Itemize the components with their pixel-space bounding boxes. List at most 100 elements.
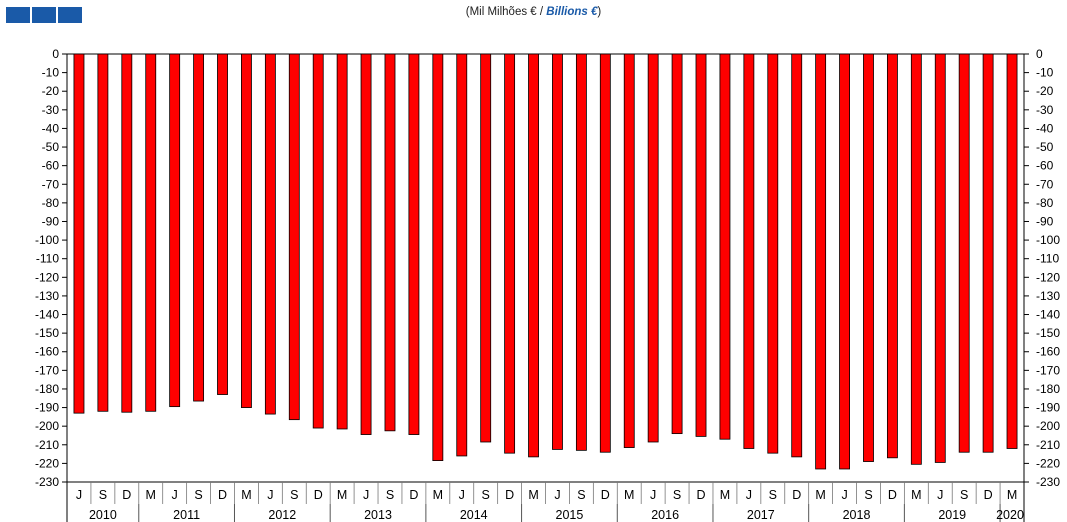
x-year-label: 2013 <box>364 508 392 522</box>
chart-title-close: ) <box>597 6 602 18</box>
x-year-label: 2016 <box>651 508 679 522</box>
x-year-label: 2019 <box>938 508 966 522</box>
x-tick-label: J <box>363 488 369 502</box>
x-tick-label: J <box>650 488 656 502</box>
bar <box>958 53 970 453</box>
x-tick-label: S <box>577 488 585 502</box>
logo-square-3 <box>58 7 82 23</box>
bar <box>264 53 276 415</box>
x-tick-label: J <box>267 488 273 502</box>
bar <box>360 53 372 435</box>
y-tick-label-left: -230 <box>35 475 59 489</box>
x-year-label: 2017 <box>747 508 775 522</box>
x-tick-label: M <box>911 488 921 502</box>
y-tick-label-left: -50 <box>42 140 60 154</box>
x-tick-label: J <box>76 488 82 502</box>
bar <box>815 53 827 470</box>
y-tick-label-right: -170 <box>1036 363 1060 377</box>
x-tick-label: D <box>792 488 801 502</box>
y-tick-label-right: -110 <box>1036 252 1059 266</box>
y-tick-label-right: -150 <box>1036 326 1060 340</box>
bar <box>193 53 205 402</box>
x-tick-label: S <box>290 488 298 502</box>
y-tick-label-left: -60 <box>42 159 60 173</box>
bar <box>408 53 420 435</box>
x-tick-label: S <box>386 488 394 502</box>
x-tick-label: D <box>601 488 610 502</box>
y-tick-label-left: -20 <box>42 84 60 98</box>
x-tick-label: S <box>673 488 681 502</box>
bar <box>456 53 468 457</box>
y-tick-label-right: -60 <box>1036 159 1054 173</box>
bar <box>288 53 300 421</box>
bar <box>791 53 803 458</box>
bar <box>169 53 181 408</box>
bars <box>73 53 1018 470</box>
bar <box>671 53 683 435</box>
chart-title-pt: (Mil Milhões € / <box>465 6 547 18</box>
x-tick-label: M <box>528 488 538 502</box>
y-tick-label-left: -220 <box>35 456 59 470</box>
x-tick-label: D <box>314 488 323 502</box>
bar <box>982 53 994 453</box>
y-tick-label-left: -120 <box>35 270 59 284</box>
bar <box>695 53 707 437</box>
bar <box>719 53 731 440</box>
axes: 0 0 -10 -10 -20 -20 -30 -30 -40 -40 -50 -50 -60 -60 -7… <box>35 47 1060 489</box>
bar <box>97 53 109 412</box>
y-tick-label-left: -160 <box>35 345 59 359</box>
y-tick-label-right: -20 <box>1036 84 1054 98</box>
y-tick-label-right: -230 <box>1036 475 1060 489</box>
x-tick-label: J <box>459 488 465 502</box>
x-tick-label: J <box>554 488 560 502</box>
bar <box>121 53 133 413</box>
x-tick-label: J <box>841 488 847 502</box>
y-tick-label-left: -170 <box>35 363 59 377</box>
y-tick-label-right: -130 <box>1036 289 1060 303</box>
bar <box>480 53 492 443</box>
x-tick-label: M <box>241 488 251 502</box>
x-year-label: 2011 <box>173 508 200 522</box>
bar <box>623 53 635 448</box>
y-tick-label-right: -160 <box>1036 345 1060 359</box>
y-tick-label-left: -100 <box>35 233 59 247</box>
bar <box>336 53 348 430</box>
logo-square-2 <box>32 7 56 23</box>
y-tick-label-right: -200 <box>1036 419 1060 433</box>
bar <box>1006 53 1018 449</box>
x-tick-label: J <box>746 488 752 502</box>
y-tick-label-left: -10 <box>42 66 60 80</box>
y-tick-label-left: -210 <box>35 438 59 452</box>
y-tick-label-right: -90 <box>1036 214 1054 228</box>
y-tick-label-left: -40 <box>42 121 60 135</box>
x-tick-label: D <box>505 488 514 502</box>
x-tick-label: J <box>937 488 943 502</box>
bar <box>599 53 611 453</box>
bar <box>384 53 396 432</box>
bar <box>863 53 874 462</box>
bar <box>886 53 898 459</box>
y-tick-label-right: -190 <box>1036 401 1060 415</box>
x-tick-label: M <box>433 488 443 502</box>
bar <box>767 53 779 454</box>
y-tick-label-right: -210 <box>1036 438 1060 452</box>
x-tick-label: S <box>960 488 968 502</box>
x-tick-label: M <box>337 488 347 502</box>
y-tick-label-left: -200 <box>35 419 59 433</box>
y-tick-label-left: 0 <box>52 47 59 61</box>
bar <box>528 53 539 458</box>
y-tick-label-left: -140 <box>35 308 59 322</box>
chart-title: (Mil Milhões € / Billions €) <box>0 6 1067 18</box>
x-tick-label: S <box>99 488 107 502</box>
x-tick-label: M <box>146 488 156 502</box>
bar <box>241 53 252 408</box>
y-tick-label-right: -30 <box>1036 103 1054 117</box>
x-year-label: 2015 <box>556 508 584 522</box>
y-tick-label-right: -220 <box>1036 456 1060 470</box>
y-tick-label-right: -40 <box>1036 121 1054 135</box>
bar <box>934 53 946 463</box>
y-tick-label-left: -150 <box>35 326 59 340</box>
bar <box>839 53 850 470</box>
